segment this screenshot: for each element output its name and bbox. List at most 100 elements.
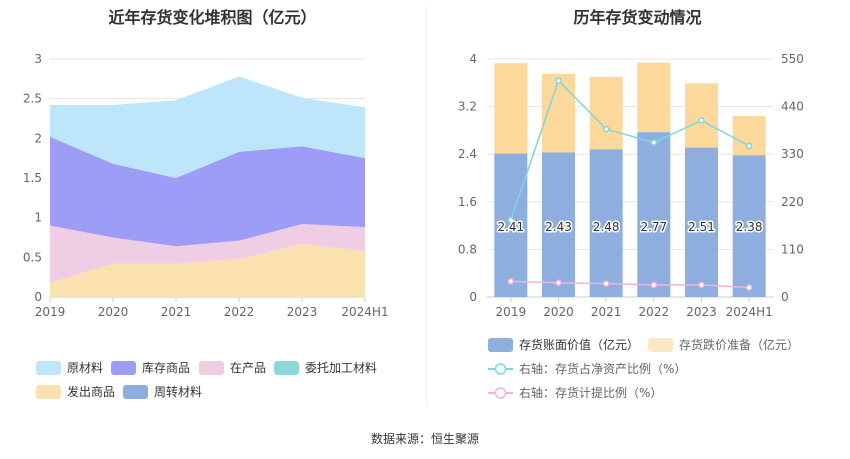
legend-label: 发出商品	[67, 385, 116, 399]
legend-swatch-finished-goods	[111, 360, 136, 375]
legend-label: 库存商品	[142, 361, 191, 375]
x-tick-label: 2020	[98, 305, 129, 319]
legend-item-raw-materials[interactable]: 原材料	[36, 359, 103, 376]
legend-swatch-consigned	[274, 360, 299, 375]
bar-value-label: 2.77	[640, 220, 667, 234]
legend-item-shipped[interactable]: 发出商品	[36, 383, 115, 400]
legend-item-consigned[interactable]: 委托加工材料	[274, 359, 377, 376]
bar-impairment	[732, 116, 766, 156]
y-tick-label: 3	[34, 52, 42, 66]
legend-line-provision-icon	[488, 386, 513, 399]
x-tick-label: 2024H1	[726, 305, 773, 319]
y2-tick-label: 110	[781, 242, 804, 256]
point-provision	[650, 281, 658, 289]
bar-book-value	[589, 149, 623, 297]
bar-value-label: 2.43	[545, 220, 572, 234]
bar-book-value	[542, 152, 575, 297]
point-ratio	[555, 77, 562, 84]
legend-item-finished-goods[interactable]: 库存商品	[111, 359, 190, 376]
y-tick-label: 0	[469, 290, 477, 304]
line-provision	[510, 280, 750, 289]
stacked-area-chart: 0 0.5 1 1.5 2 2.5 3 2019 2020 2021 2022 2023 2024H1	[23, 52, 389, 319]
chart-divider	[426, 5, 427, 405]
legend-line-ratio-icon	[488, 362, 513, 375]
bar-impairment	[685, 83, 718, 148]
legend-item-wip[interactable]: 在产品	[199, 359, 266, 376]
point-ratio	[698, 117, 705, 124]
y-tick-label: 4	[469, 52, 477, 66]
legend-label: 存货账面价值（亿元）	[519, 338, 640, 352]
x-tick-label: 2020	[543, 305, 574, 319]
y-tick-label: 0.5	[23, 250, 42, 264]
y-tick-label: 2.4	[458, 147, 477, 161]
legend-swatch-wip	[199, 360, 224, 375]
x-tick-label: 2024H1	[341, 305, 388, 319]
bar-impairment	[494, 63, 528, 154]
legend-label: 右轴：存货计提比例（%）	[519, 386, 663, 400]
y-tick-label: 0.8	[458, 242, 477, 256]
legend-swatch-raw-materials	[36, 360, 61, 375]
legend-item-impairment[interactable]: 存货跌价准备（亿元）	[648, 336, 799, 353]
area-raw_materials	[50, 76, 365, 178]
legend-item-book-value[interactable]: 存货账面价值（亿元）	[488, 336, 639, 353]
y-tick-label: 1.5	[23, 171, 42, 185]
bar-book-value	[685, 147, 718, 297]
legend-label: 委托加工材料	[305, 361, 378, 375]
x-tick-label: 2019	[35, 305, 66, 319]
x-tick-label: 2023	[686, 305, 717, 319]
legend-label: 周转材料	[154, 385, 203, 399]
x-tick-label: 2023	[287, 305, 318, 319]
bar-impairment	[637, 62, 671, 133]
y-tick-label: 2.5	[23, 92, 42, 106]
legend-label: 原材料	[67, 361, 104, 375]
point-ratio	[602, 125, 610, 133]
y-tick-label: 1.6	[458, 195, 477, 209]
legend-swatch-book-value	[488, 337, 513, 352]
point-provision	[602, 280, 610, 287]
area-finished_goods	[50, 136, 365, 247]
data-source: 数据来源：恒生聚源	[370, 432, 479, 446]
right-chart-title: 历年存货变动情况	[573, 8, 702, 27]
bar-book-value	[637, 132, 671, 297]
legend-swatch-turnover	[123, 384, 148, 399]
x-tick-label: 2022	[639, 305, 670, 319]
bar-value-label: 2.41	[497, 220, 524, 234]
y-tick-label: 3.2	[458, 100, 477, 114]
x-tick-label: 2021	[591, 305, 622, 319]
bar-book-value	[494, 153, 528, 297]
area-wip	[50, 224, 365, 283]
y2-tick-label: 330	[781, 147, 804, 161]
point-provision	[745, 284, 753, 291]
left-chart-title: 近年存货变化堆积图（亿元）	[108, 8, 317, 27]
point-ratio	[507, 216, 515, 224]
legend-swatch-shipped	[36, 384, 61, 399]
x-tick-label: 2021	[161, 305, 192, 319]
y2-tick-label: 440	[781, 100, 804, 114]
legend-swatch-impairment	[648, 337, 673, 352]
x-tick-label: 2022	[224, 305, 255, 319]
point-provision	[698, 281, 705, 289]
inventory-bar-chart: 0 0.8 1.6 2.4 3.2 4 0 110 220 330 440 550 2.41 2.43 2.…	[458, 52, 804, 319]
point-provision	[555, 279, 562, 286]
point-ratio	[745, 142, 753, 150]
bar-book-value	[732, 155, 766, 297]
point-ratio	[650, 139, 658, 146]
bar-value-label: 2.38	[736, 220, 763, 234]
legend-label: 存货跌价准备（亿元）	[679, 338, 800, 352]
legend-label: 在产品	[230, 361, 267, 375]
legend-item-provision[interactable]: 右轴：存货计提比例（%）	[488, 384, 662, 401]
bar-value-label: 2.48	[593, 220, 620, 234]
y2-tick-label: 0	[781, 290, 789, 304]
point-provision	[507, 278, 515, 285]
x-tick-label: 2019	[496, 305, 527, 319]
y-tick-label: 0	[34, 290, 42, 304]
bar-impairment	[589, 76, 623, 150]
area-shipped	[50, 243, 365, 297]
y-tick-label: 1	[34, 211, 42, 225]
legend-item-turnover[interactable]: 周转材料	[123, 383, 202, 400]
y2-tick-label: 550	[781, 52, 804, 66]
y-tick-label: 2	[34, 131, 42, 145]
line-ratio	[510, 79, 750, 221]
legend-item-ratio[interactable]: 右轴：存货占净资产比例（%）	[488, 360, 686, 377]
bar-value-label: 2.51	[688, 220, 715, 234]
